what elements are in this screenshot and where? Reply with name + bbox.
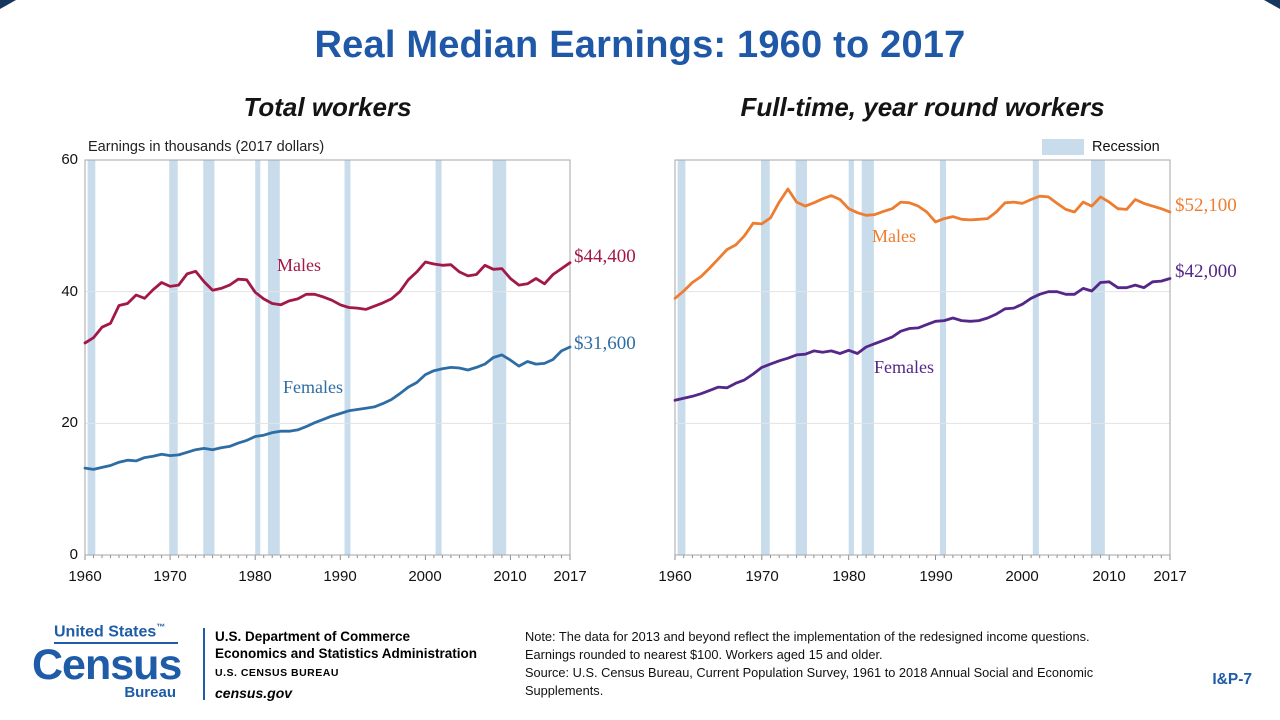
total-males-series-label: Males (277, 255, 321, 275)
logo-bureau: Bureau (124, 684, 176, 702)
agency-block: U.S. Department of Commerce Economics an… (215, 629, 477, 701)
x-tick-label: 2000 (408, 568, 442, 585)
x-tick-label: 2000 (1005, 568, 1039, 585)
recession-legend-label: Recession (1092, 139, 1160, 155)
left-chart-y-axis: 0 20 40 60 (48, 151, 78, 563)
right-chart-x-axis: 1960 1970 1980 1990 2000 2010 2017 (658, 568, 1186, 590)
x-tick-label: 1980 (832, 568, 866, 585)
note-line-4: Supplements. (525, 683, 604, 699)
x-tick-label: 1960 (68, 568, 102, 585)
fulltime-females-end-value: $42,000 (1175, 261, 1237, 282)
logo-census: Census (32, 641, 182, 690)
y-tick-label: 40 (61, 283, 78, 300)
x-tick-label: 1970 (153, 568, 187, 585)
corner-accent-left (0, 0, 16, 9)
fulltime-females-series-label: Females (874, 357, 934, 377)
x-tick-label: 1960 (658, 568, 692, 585)
x-tick-label: 2017 (553, 568, 587, 585)
x-tick-label: 2010 (493, 568, 527, 585)
census-bureau-logo: United States™ Census Bureau (32, 622, 202, 701)
agency-line-census-gov: census.gov (215, 685, 293, 701)
y-tick-label: 60 (61, 151, 78, 168)
trademark-symbol: ™ (156, 622, 166, 632)
right-chart-title: Full-time, year round workers (740, 92, 1105, 122)
total-females-series-label: Females (283, 377, 343, 397)
total-males-end-value: $44,400 (574, 246, 636, 267)
note-line-3: Source: U.S. Census Bureau, Current Popu… (525, 665, 1094, 681)
footer-divider (203, 628, 205, 700)
x-tick-label: 1990 (323, 568, 357, 585)
agency-line-esa: Economics and Statistics Administration (215, 646, 478, 661)
agency-line-census-bureau: U.S. CENSUS BUREAU (215, 667, 339, 679)
fulltime-workers-chart (673, 158, 1172, 568)
agency-line-commerce: U.S. Department of Commerce (215, 629, 411, 644)
x-tick-label: 2017 (1153, 568, 1187, 585)
corner-accent-right (1264, 0, 1280, 9)
x-tick-label: 2010 (1092, 568, 1126, 585)
y-axis-note: Earnings in thousands (2017 dollars) (88, 139, 325, 155)
source-note: Note: The data for 2013 and beyond refle… (525, 628, 1125, 701)
fulltime-males-series-label: Males (872, 226, 916, 246)
recession-swatch-icon (1042, 139, 1084, 155)
slide-number: I&P-7 (1212, 671, 1252, 688)
x-tick-label: 1970 (745, 568, 779, 585)
page-title: Real Median Earnings: 1960 to 2017 (314, 24, 966, 66)
recession-legend: Recession (1042, 139, 1160, 155)
y-tick-label: 0 (69, 546, 78, 563)
left-chart-x-axis: 1960 1970 1980 1990 2000 2010 2017 (68, 568, 586, 590)
note-line-1: Note: The data for 2013 and beyond refle… (525, 629, 1090, 644)
x-tick-label: 1990 (919, 568, 953, 585)
y-tick-label: 20 (61, 414, 78, 431)
left-chart-title: Total workers (243, 92, 412, 122)
total-females-end-value: $31,600 (574, 333, 636, 354)
x-tick-label: 1980 (238, 568, 272, 585)
total-workers-chart (83, 158, 572, 568)
logo-united-states: United States™ (54, 622, 178, 645)
fulltime-males-end-value: $52,100 (1175, 195, 1237, 216)
note-line-2: Earnings rounded to nearest $100. Worker… (525, 647, 883, 663)
